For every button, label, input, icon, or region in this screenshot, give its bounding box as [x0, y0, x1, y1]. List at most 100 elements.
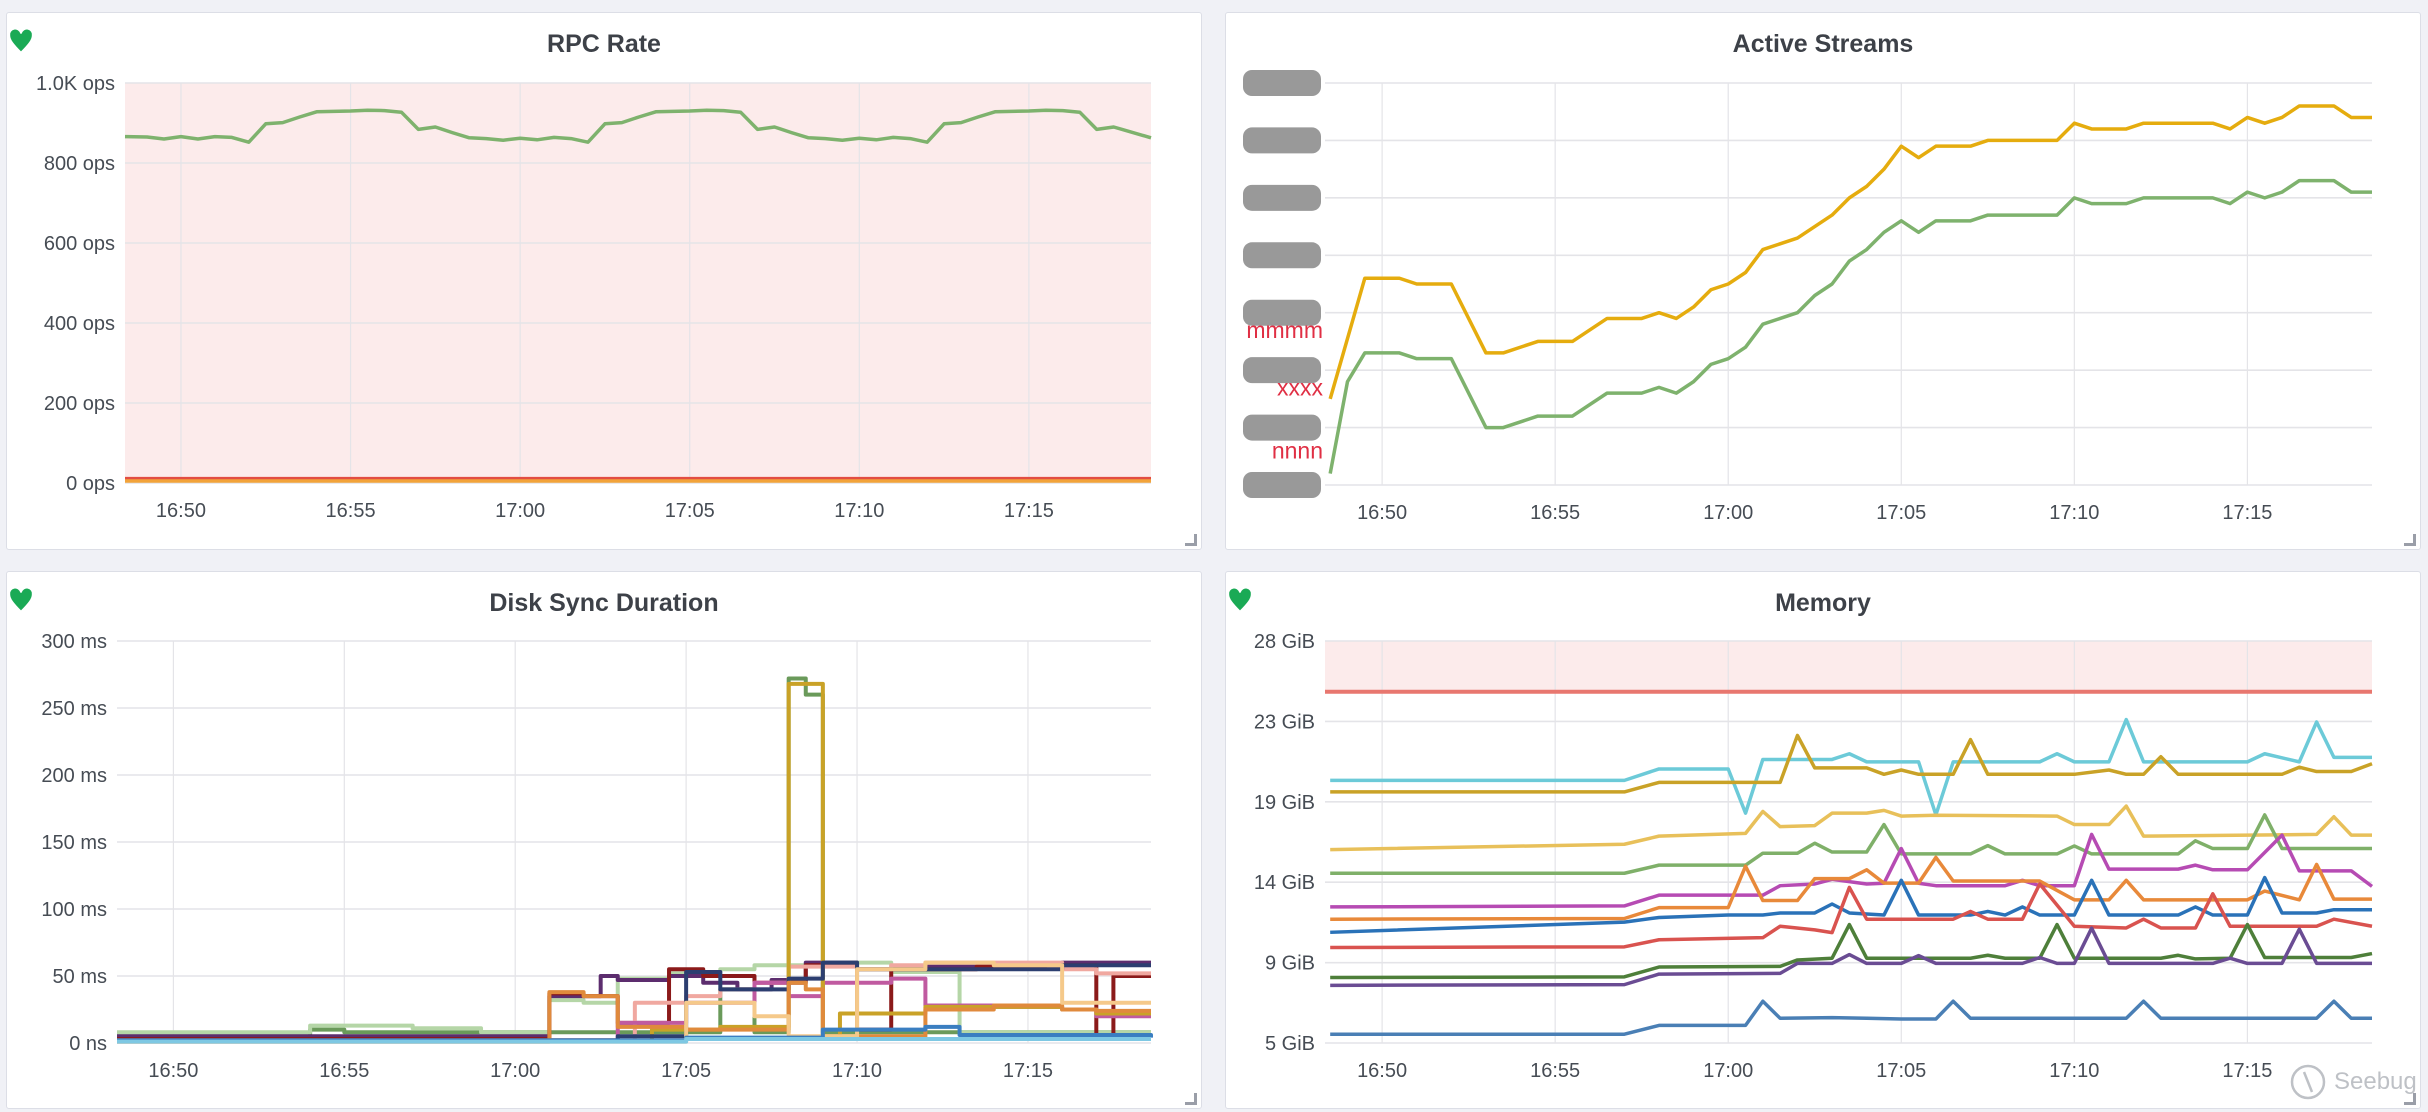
axis-annotation: xxxx: [1277, 374, 1324, 400]
series-line: [117, 676, 1151, 1039]
x-tick-label: 17:10: [834, 500, 884, 522]
axis-annotation: mmmm: [1246, 317, 1323, 343]
seebug-logo-icon: [2290, 1064, 2326, 1100]
rpc-rate-chart: 16:50 16:55 17:00 17:05 17:10 17:15 0 ops 200 o…: [36, 73, 1152, 522]
x-tick-label: 16:55: [326, 500, 376, 522]
heart-icon: [8, 586, 34, 613]
y-tick-label: 28 GiB: [1254, 631, 1315, 653]
y-tick-label: 0 ns: [69, 1033, 107, 1055]
x-tick-label: 16:50: [1357, 1060, 1407, 1082]
series-line: [1330, 999, 2372, 1036]
y-tick-label: 0 ops: [66, 473, 115, 495]
series-line: [1330, 813, 2372, 876]
y-tick-label: 600 ops: [44, 233, 115, 255]
x-tick-label: 17:05: [665, 500, 715, 522]
heart-icon: [8, 27, 34, 54]
series-line: [117, 1036, 1151, 1044]
x-tick-label: 16:50: [156, 500, 206, 522]
x-tick-label: 17:05: [661, 1060, 711, 1082]
y-tick-label: 23 GiB: [1254, 711, 1315, 733]
x-tick-label: 17:10: [832, 1060, 882, 1082]
x-tick-label: 17:00: [1703, 1060, 1753, 1082]
watermark: Seebug: [2288, 1062, 2417, 1102]
series-line: [117, 980, 1151, 1044]
series-line: [1330, 855, 2372, 921]
panel-disk-sync-duration: Disk Sync Duration 16:50 16:55 17:00 17:05 1…: [6, 571, 1202, 1109]
resize-handle[interactable]: [1185, 1093, 1197, 1105]
y-tick-label: 100 ms: [41, 899, 107, 921]
redacted-y-tick-label: [1243, 299, 1321, 326]
series-line: [1328, 104, 2372, 400]
panel-memory: Memory 16:50 16:55 17:00 17:05 17:10 17:15 5 G…: [1225, 571, 2421, 1109]
series-line: [117, 960, 1151, 1043]
series-line: [1330, 733, 2373, 794]
active-streams-chart: 16:50 16:55 17:00 17:05 17:10 17:15 mmmm xxxx nn…: [1243, 70, 2372, 524]
series-line: [117, 681, 1151, 1043]
x-tick-label: 17:15: [1004, 500, 1054, 522]
threshold-region: [125, 83, 1151, 483]
series-line: [1330, 882, 2373, 950]
y-tick-label: 200 ops: [44, 393, 115, 415]
series-line: [1330, 922, 2373, 980]
panel-title-text: Memory: [1775, 589, 1871, 617]
series-line: [117, 960, 1151, 1044]
y-tick-label: 19 GiB: [1254, 792, 1315, 814]
redacted-y-tick-label: [1243, 357, 1321, 384]
x-tick-label: 17:10: [2049, 502, 2099, 524]
y-tick-label: 9 GiB: [1265, 953, 1315, 975]
x-tick-label: 16:55: [319, 1060, 369, 1082]
series-line: [1330, 875, 2372, 935]
y-tick-label: 200 ms: [41, 765, 107, 787]
heart-icon: [1227, 586, 1253, 613]
y-tick-label: 800 ops: [44, 153, 115, 175]
redacted-y-tick-label: [1243, 70, 1321, 96]
resize-handle[interactable]: [1185, 534, 1197, 546]
x-tick-label: 16:55: [1530, 502, 1580, 524]
x-tick-label: 17:15: [1003, 1060, 1053, 1082]
redacted-y-tick-label: [1243, 242, 1321, 269]
panel-title-text: RPC Rate: [547, 30, 661, 58]
y-tick-label: 14 GiB: [1254, 872, 1315, 894]
x-tick-label: 16:55: [1530, 1060, 1580, 1082]
panel-title-text: Disk Sync Duration: [489, 589, 719, 617]
series-line: [1328, 178, 2372, 474]
threshold-region: [1325, 641, 2372, 692]
panel-title[interactable]: Memory: [1226, 586, 2420, 620]
x-tick-label: 17:00: [490, 1060, 540, 1082]
y-tick-label: 150 ms: [41, 832, 107, 854]
resize-handle[interactable]: [2404, 534, 2416, 546]
disk-sync-duration-chart: 16:50 16:55 17:00 17:05 17:10 17:15 0 ns 50 ms 1…: [41, 631, 1153, 1082]
x-tick-label: 16:50: [1357, 502, 1407, 524]
panel-title[interactable]: Disk Sync Duration: [7, 586, 1201, 620]
series-line: [124, 108, 1152, 144]
resize-handle[interactable]: [2404, 1093, 2416, 1105]
x-tick-label: 17:15: [2222, 502, 2272, 524]
redacted-y-tick-label: [1243, 472, 1321, 498]
y-tick-label: 300 ms: [41, 631, 107, 653]
x-tick-label: 16:50: [148, 1060, 198, 1082]
panel-title[interactable]: RPC Rate: [7, 27, 1201, 61]
watermark-text: Seebug: [2334, 1068, 2417, 1095]
x-tick-label: 17:05: [1876, 1060, 1926, 1082]
y-tick-label: 5 GiB: [1265, 1033, 1315, 1055]
panel-title[interactable]: Active Streams: [1226, 27, 2420, 61]
panel-active-streams: Active Streams 16:50 16:55 17:00 17:05 17:10…: [1225, 12, 2421, 550]
redacted-y-tick-label: [1243, 414, 1321, 441]
series-line: [1330, 717, 2372, 817]
x-tick-label: 17:10: [2049, 1060, 2099, 1082]
x-tick-label: 17:05: [1876, 502, 1926, 524]
x-tick-label: 17:15: [2222, 1060, 2272, 1082]
y-tick-label: 250 ms: [41, 698, 107, 720]
redacted-y-tick-label: [1243, 184, 1321, 211]
memory-chart: 16:50 16:55 17:00 17:05 17:10 17:15 5 GiB 9 GiB…: [1254, 631, 2374, 1082]
x-tick-label: 17:00: [495, 500, 545, 522]
x-tick-label: 17:00: [1703, 502, 1753, 524]
panel-rpc-rate: RPC Rate 16:50 16:55 17:00 17:05 17:10 17:15 0…: [6, 12, 1202, 550]
y-tick-label: 1.0K ops: [36, 73, 115, 95]
y-tick-label: 50 ms: [53, 966, 107, 988]
panel-title-text: Active Streams: [1732, 30, 1914, 58]
redacted-y-tick-label: [1243, 127, 1321, 154]
y-tick-label: 400 ops: [44, 313, 115, 335]
series-line: [1330, 926, 2372, 988]
series-line: [1330, 804, 2372, 852]
